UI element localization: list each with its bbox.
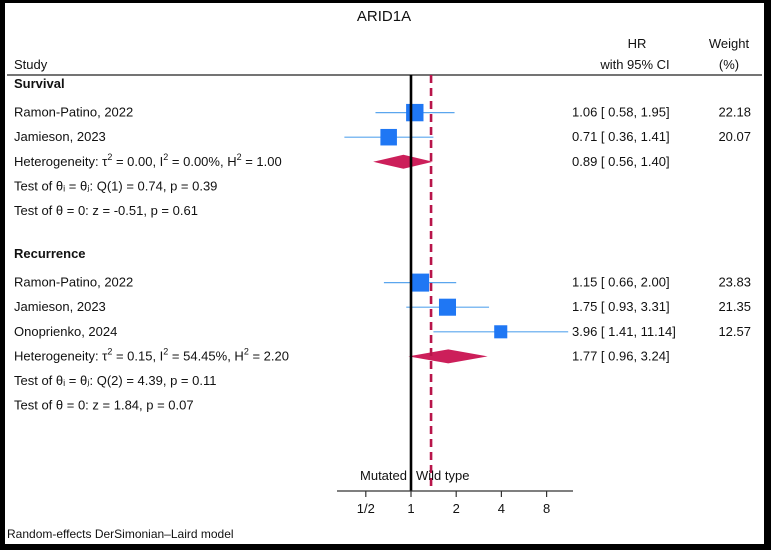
direction-label-right: Wild type: [416, 468, 469, 483]
heterogeneity-text: Heterogeneity: τ2 = 0.15, I2 = 54.45%, H…: [14, 346, 289, 363]
header-weight: Weight: [709, 36, 750, 51]
weight-value: 21.35: [718, 299, 751, 314]
effect-marker: [380, 128, 397, 146]
x-tick-label: 2: [453, 501, 460, 516]
study-label: Ramon-Patino, 2022: [14, 275, 133, 290]
hr-ci-value: 3.96 [ 1.41, 11.14]: [572, 324, 676, 339]
hr-ci-value: 1.06 [ 0.58, 1.95]: [572, 105, 670, 120]
pooled-diamond: [373, 154, 433, 169]
study-label: Ramon-Patino, 2022: [14, 105, 133, 120]
effect-marker: [406, 103, 424, 122]
chart-title: ARID1A: [357, 8, 411, 25]
study-label: Jamieson, 2023: [14, 299, 106, 314]
x-tick-label: 8: [543, 501, 550, 516]
header-hr: HR: [628, 36, 647, 51]
weight-value: 12.57: [718, 324, 751, 339]
hr-ci-value: 1.15 [ 0.66, 2.00]: [572, 275, 670, 290]
forest-plot: ARID1A Study HR with 95% CI Weight (%) Surviva…: [7, 8, 762, 541]
x-tick-label: 1/2: [357, 501, 375, 516]
hr-ci-value: 0.71 [ 0.36, 1.41]: [572, 129, 670, 144]
header-weight-unit: (%): [719, 57, 739, 72]
chart-frame: ARID1A Study HR with 95% CI Weight (%) Surviva…: [5, 3, 764, 544]
hr-ci-value: 1.75 [ 0.93, 3.31]: [572, 299, 670, 314]
study-label: Jamieson, 2023: [14, 129, 106, 144]
pooled-diamond: [408, 349, 488, 364]
weight-value: 23.83: [718, 275, 751, 290]
footnote: Random-effects DerSimonian–Laird model: [7, 527, 234, 541]
study-label: Onoprienko, 2024: [14, 324, 117, 339]
weight-value: 20.07: [718, 129, 751, 144]
test-zero-text: Test of θ = 0: z = -0.51, p = 0.61: [14, 203, 198, 218]
effect-marker: [438, 298, 457, 316]
header-study: Study: [14, 57, 48, 72]
x-tick-label: 1: [407, 501, 414, 516]
effect-marker: [494, 325, 508, 339]
pooled-hr-ci-value: 0.89 [ 0.56, 1.40]: [572, 154, 670, 169]
heterogeneity-text: Heterogeneity: τ2 = 0.00, I2 = 0.00%, H2…: [14, 152, 282, 169]
direction-label-left: Mutated: [360, 468, 407, 483]
pooled-hr-ci-value: 1.77 [ 0.96, 3.24]: [572, 348, 670, 363]
group-title: Recurrence: [14, 246, 86, 261]
header-hr-ci: with 95% CI: [599, 57, 669, 72]
test-equal-text: Test of θᵢ = θⱼ: Q(2) = 4.39, p = 0.11: [14, 373, 216, 388]
test-equal-text: Test of θᵢ = θⱼ: Q(1) = 0.74, p = 0.39: [14, 178, 217, 193]
x-tick-label: 4: [498, 501, 505, 516]
effect-marker: [411, 273, 430, 292]
test-zero-text: Test of θ = 0: z = 1.84, p = 0.07: [14, 398, 194, 413]
weight-value: 22.18: [718, 105, 751, 120]
group-title: Survival: [14, 76, 65, 91]
